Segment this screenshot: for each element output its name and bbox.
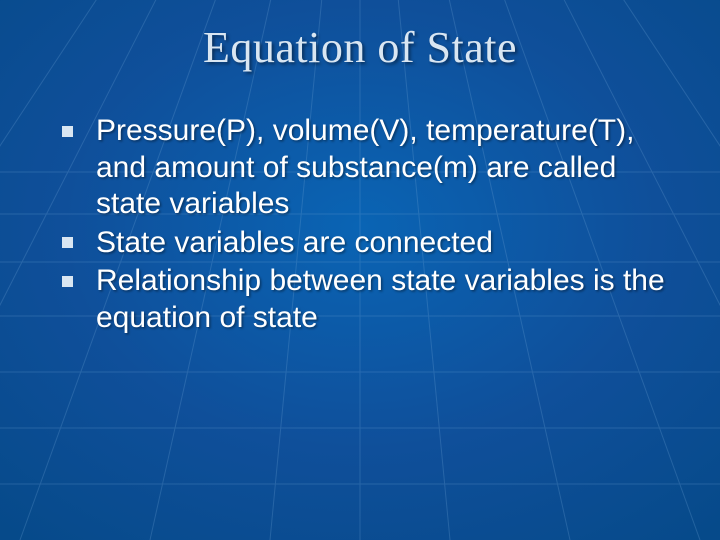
slide-content: Equation of State Pressure(P), volume(V)… (0, 0, 720, 540)
bullet-item: Pressure(P), volume(V), temperature(T), … (62, 113, 680, 223)
bullet-list: Pressure(P), volume(V), temperature(T), … (40, 113, 680, 337)
slide-title: Equation of State (40, 22, 680, 73)
bullet-item: Relationship between state variables is … (62, 263, 680, 336)
bullet-item: State variables are connected (62, 225, 680, 262)
slide: Equation of State Pressure(P), volume(V)… (0, 0, 720, 540)
